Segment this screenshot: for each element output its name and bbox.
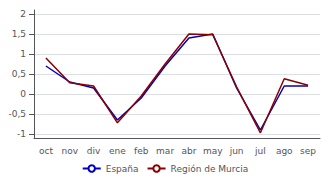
svg-text:0,5: 0,5 — [12, 69, 26, 79]
svg-text:abr: abr — [181, 146, 196, 156]
svg-text:-0,5: -0,5 — [8, 109, 26, 119]
svg-text:-1: -1 — [17, 129, 26, 139]
svg-text:España: España — [106, 164, 139, 174]
svg-text:oct: oct — [39, 146, 53, 156]
svg-text:div: div — [87, 146, 101, 156]
svg-text:feb: feb — [134, 146, 149, 156]
svg-text:may: may — [203, 146, 223, 156]
svg-text:1,5: 1,5 — [12, 29, 26, 39]
svg-text:2: 2 — [20, 9, 26, 19]
svg-text:Región de Murcia: Región de Murcia — [171, 164, 249, 174]
svg-text:ago: ago — [276, 146, 293, 156]
svg-text:sep: sep — [300, 146, 316, 156]
svg-text:mar: mar — [156, 146, 174, 156]
svg-text:0: 0 — [20, 89, 26, 99]
svg-text:nov: nov — [61, 146, 78, 156]
svg-text:ene: ene — [109, 146, 126, 156]
svg-text:jul: jul — [254, 146, 266, 156]
svg-text:1: 1 — [20, 49, 26, 59]
svg-text:jun: jun — [229, 146, 244, 156]
